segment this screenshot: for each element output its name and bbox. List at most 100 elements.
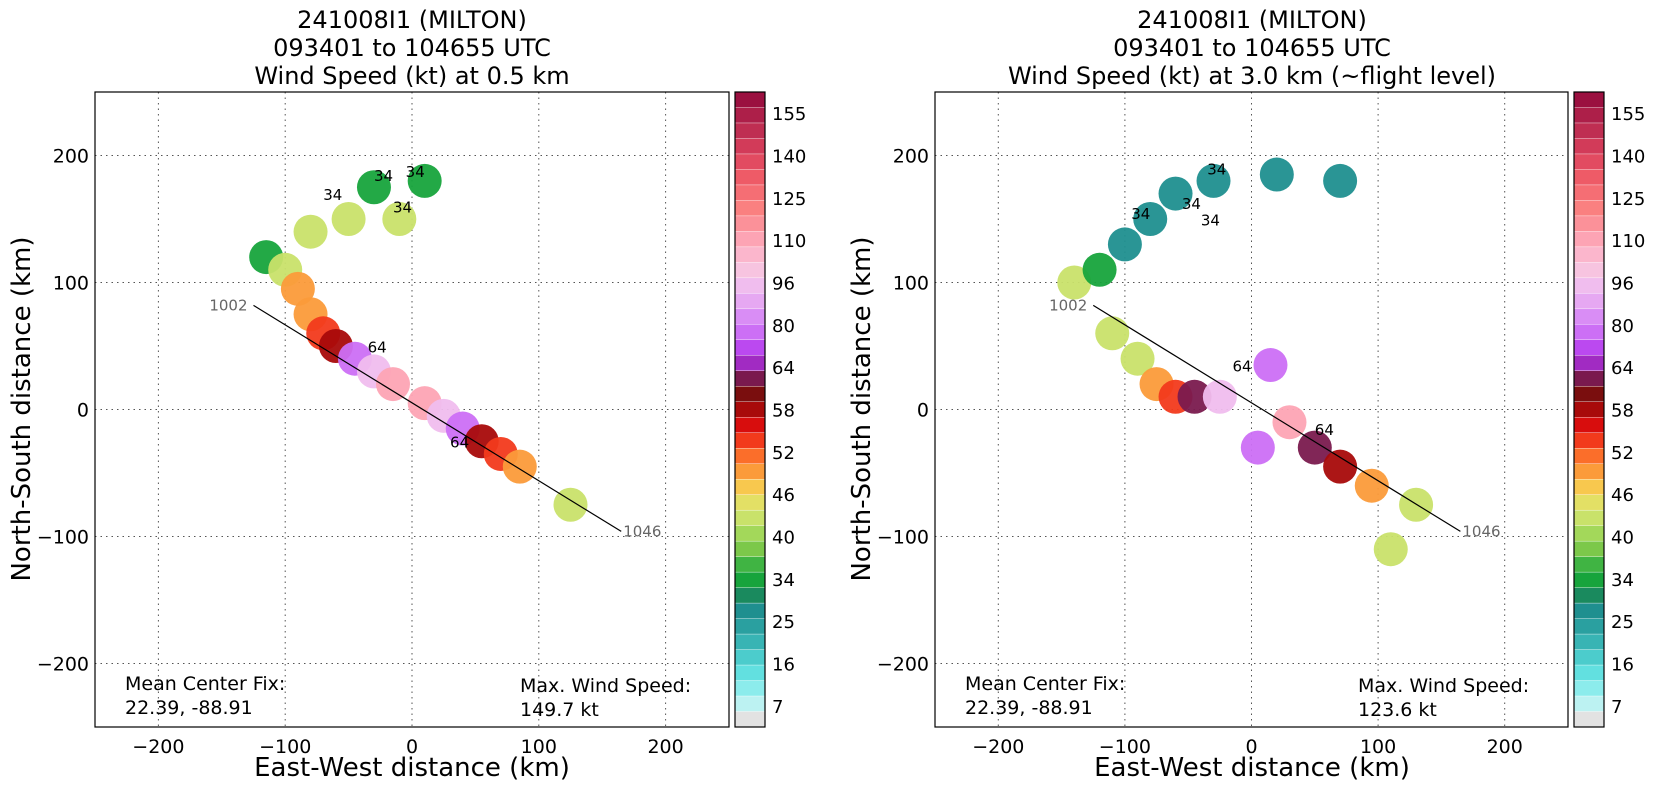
- right-mean-center-label: Mean Center Fix:: [965, 673, 1125, 695]
- left-max-wind-value: 149.7 kt: [520, 699, 599, 721]
- left-mean-center-value: 22.39, -88.91: [125, 697, 253, 719]
- p0-colorbar-band-21: [734, 417, 766, 434]
- p0-y-tick-label-3: −100: [37, 527, 89, 549]
- p1-colorbar-band-33: [1573, 602, 1605, 620]
- p0-colorbar-band-28: [734, 525, 766, 542]
- p1-swath-cell-19: [1354, 468, 1389, 503]
- left-title-line-1: 241008I1 (MILTON): [297, 6, 527, 34]
- p0-swath-cell-8: [375, 367, 410, 402]
- p0-colorbar-tick-label-10: 40: [772, 528, 795, 549]
- p1-swath-cell-1: [1082, 252, 1117, 287]
- right-plot-frame: [934, 91, 1569, 728]
- p1-colorbar-tick-label-12: 25: [1611, 612, 1634, 633]
- right-colorbar: 155 140 125 110 96 80 64 58 52 46 40 34 25 16 7: [1573, 91, 1645, 728]
- p1-swath-cell-15: [1272, 405, 1307, 440]
- p0-y-tick-label-1: 100: [53, 273, 89, 295]
- left-title-line-2: 093401 to 104655 UTC: [273, 34, 551, 62]
- p1-colorbar-band-26: [1573, 494, 1605, 511]
- p1-track-start-label: 1002: [1049, 296, 1087, 314]
- p1-contour-label-1: 34: [1182, 195, 1201, 213]
- p0-colorbar-band-8: [734, 215, 766, 233]
- p1-y-tick-label-0: 200: [893, 146, 929, 168]
- p0-contour-label-4: 64: [368, 338, 387, 356]
- left-title-line-3: Wind Speed (kt) at 0.5 km: [254, 62, 569, 90]
- p0-contour-label-5: 64: [450, 434, 469, 452]
- p1-colorbar-band-8: [1573, 215, 1605, 233]
- p0-colorbar-band-0: [734, 91, 766, 109]
- left-y-tick-labels: 200 100 0 −100 −200: [37, 146, 89, 676]
- left-colorbar: 155 140 125 110 96 80 64 58 52 46 40 34 25 16 7: [734, 91, 806, 728]
- p0-colorbar-tick-label-8: 52: [772, 443, 795, 464]
- p1-contour-label-3: 34: [1207, 161, 1226, 179]
- p1-y-tick-label-1: 100: [893, 273, 929, 295]
- p1-swath-cell-5: [1196, 163, 1231, 198]
- p0-colorbar-band-20: [734, 401, 766, 418]
- p0-colorbar-band-2: [734, 122, 766, 140]
- p0-colorbar-tick-label-1: 140: [772, 147, 806, 168]
- p1-colorbar-tick-label-5: 80: [1611, 316, 1634, 337]
- p0-colorbar-tick-label-5: 80: [772, 316, 795, 337]
- p0-colorbar-band-6: [734, 184, 766, 202]
- p1-y-tick-label-3: −100: [877, 527, 929, 549]
- p0-colorbar-tick-label-12: 25: [772, 612, 795, 633]
- p1-colorbar-band-11: [1573, 262, 1605, 279]
- p1-swath-cell-4: [1158, 176, 1193, 211]
- p1-track-line: [1092, 304, 1461, 532]
- p1-colorbar-band-3: [1573, 138, 1605, 155]
- p1-colorbar-band-20: [1573, 401, 1605, 418]
- p0-colorbar-band-17: [734, 355, 766, 372]
- p1-colorbar-band-19: [1573, 386, 1605, 403]
- p0-colorbar-tick-label-9: 46: [772, 485, 795, 506]
- p0-swath-cell-16: [356, 170, 391, 205]
- p1-colorbar-tick-label-13: 16: [1611, 655, 1634, 676]
- p1-colorbar-band-17: [1573, 355, 1605, 372]
- p1-contour-label-4: 64: [1233, 357, 1252, 375]
- right-x-axis-label: East-West distance (km): [1094, 753, 1410, 783]
- p0-colorbar-band-31: [734, 571, 766, 589]
- left-x-tick-labels: −200 −100 0 100 200: [132, 736, 683, 758]
- p0-x-tick-label-1: −100: [259, 736, 311, 758]
- p1-colorbar-band-28: [1573, 525, 1605, 542]
- p1-colorbar-band-15: [1573, 324, 1605, 341]
- p0-colorbar-tick-label-7: 58: [772, 401, 795, 422]
- p1-colorbar-tick-label-14: 7: [1611, 697, 1622, 718]
- p1-colorbar-band-23: [1573, 448, 1605, 465]
- p1-colorbar-tick-label-0: 155: [1611, 104, 1645, 125]
- p1-contour-label-2: 34: [1201, 211, 1220, 229]
- p1-x-tick-label-1: −100: [1099, 736, 1151, 758]
- p1-x-tick-label-2: 0: [1245, 736, 1257, 758]
- p0-y-tick-label-0: 200: [53, 146, 89, 168]
- p0-x-tick-label-2: 0: [406, 736, 418, 758]
- p1-swath-cell-16: [1240, 430, 1275, 465]
- p0-colorbar-band-24: [734, 463, 766, 480]
- p1-colorbar-tick-label-1: 140: [1611, 147, 1645, 168]
- left-mean-center-label: Mean Center Fix:: [125, 673, 285, 695]
- p1-colorbar-band-2: [1573, 122, 1605, 140]
- p1-colorbar-band-29: [1573, 540, 1605, 558]
- p0-colorbar-band-27: [734, 509, 766, 527]
- p0-colorbar-band-32: [734, 587, 766, 604]
- p0-colorbar-band-10: [734, 246, 766, 264]
- p1-colorbar-band-27: [1573, 509, 1605, 527]
- p0-colorbar-band-36: [734, 649, 766, 666]
- p1-colorbar-tick-label-6: 64: [1611, 358, 1634, 379]
- p0-colorbar-tick-label-0: 155: [772, 104, 806, 125]
- p0-swath-cell-2: [280, 271, 315, 306]
- p0-contour-label-3: 34: [393, 199, 412, 217]
- p0-colorbar-band-37: [734, 664, 766, 682]
- right-y-axis-label: North-South distance (km): [847, 236, 877, 581]
- p0-colorbar-tick-label-2: 125: [772, 189, 806, 210]
- p0-colorbar-band-33: [734, 602, 766, 620]
- p0-colorbar-band-13: [734, 293, 766, 310]
- p1-colorbar-band-12: [1573, 277, 1605, 295]
- p1-y-tick-label-2: 0: [917, 400, 929, 422]
- p1-colorbar-band-14: [1573, 308, 1605, 326]
- p0-track-start-label: 1002: [209, 296, 247, 314]
- p0-colorbar-band-34: [734, 618, 766, 635]
- p1-colorbar-band-34: [1573, 618, 1605, 635]
- p0-swath-cell-18: [331, 202, 366, 236]
- right-title-line-3: Wind Speed (kt) at 3.0 km (~flight level…: [1008, 62, 1496, 90]
- p1-contour-label-0: 34: [1131, 205, 1150, 223]
- p0-colorbar-band-15: [734, 324, 766, 341]
